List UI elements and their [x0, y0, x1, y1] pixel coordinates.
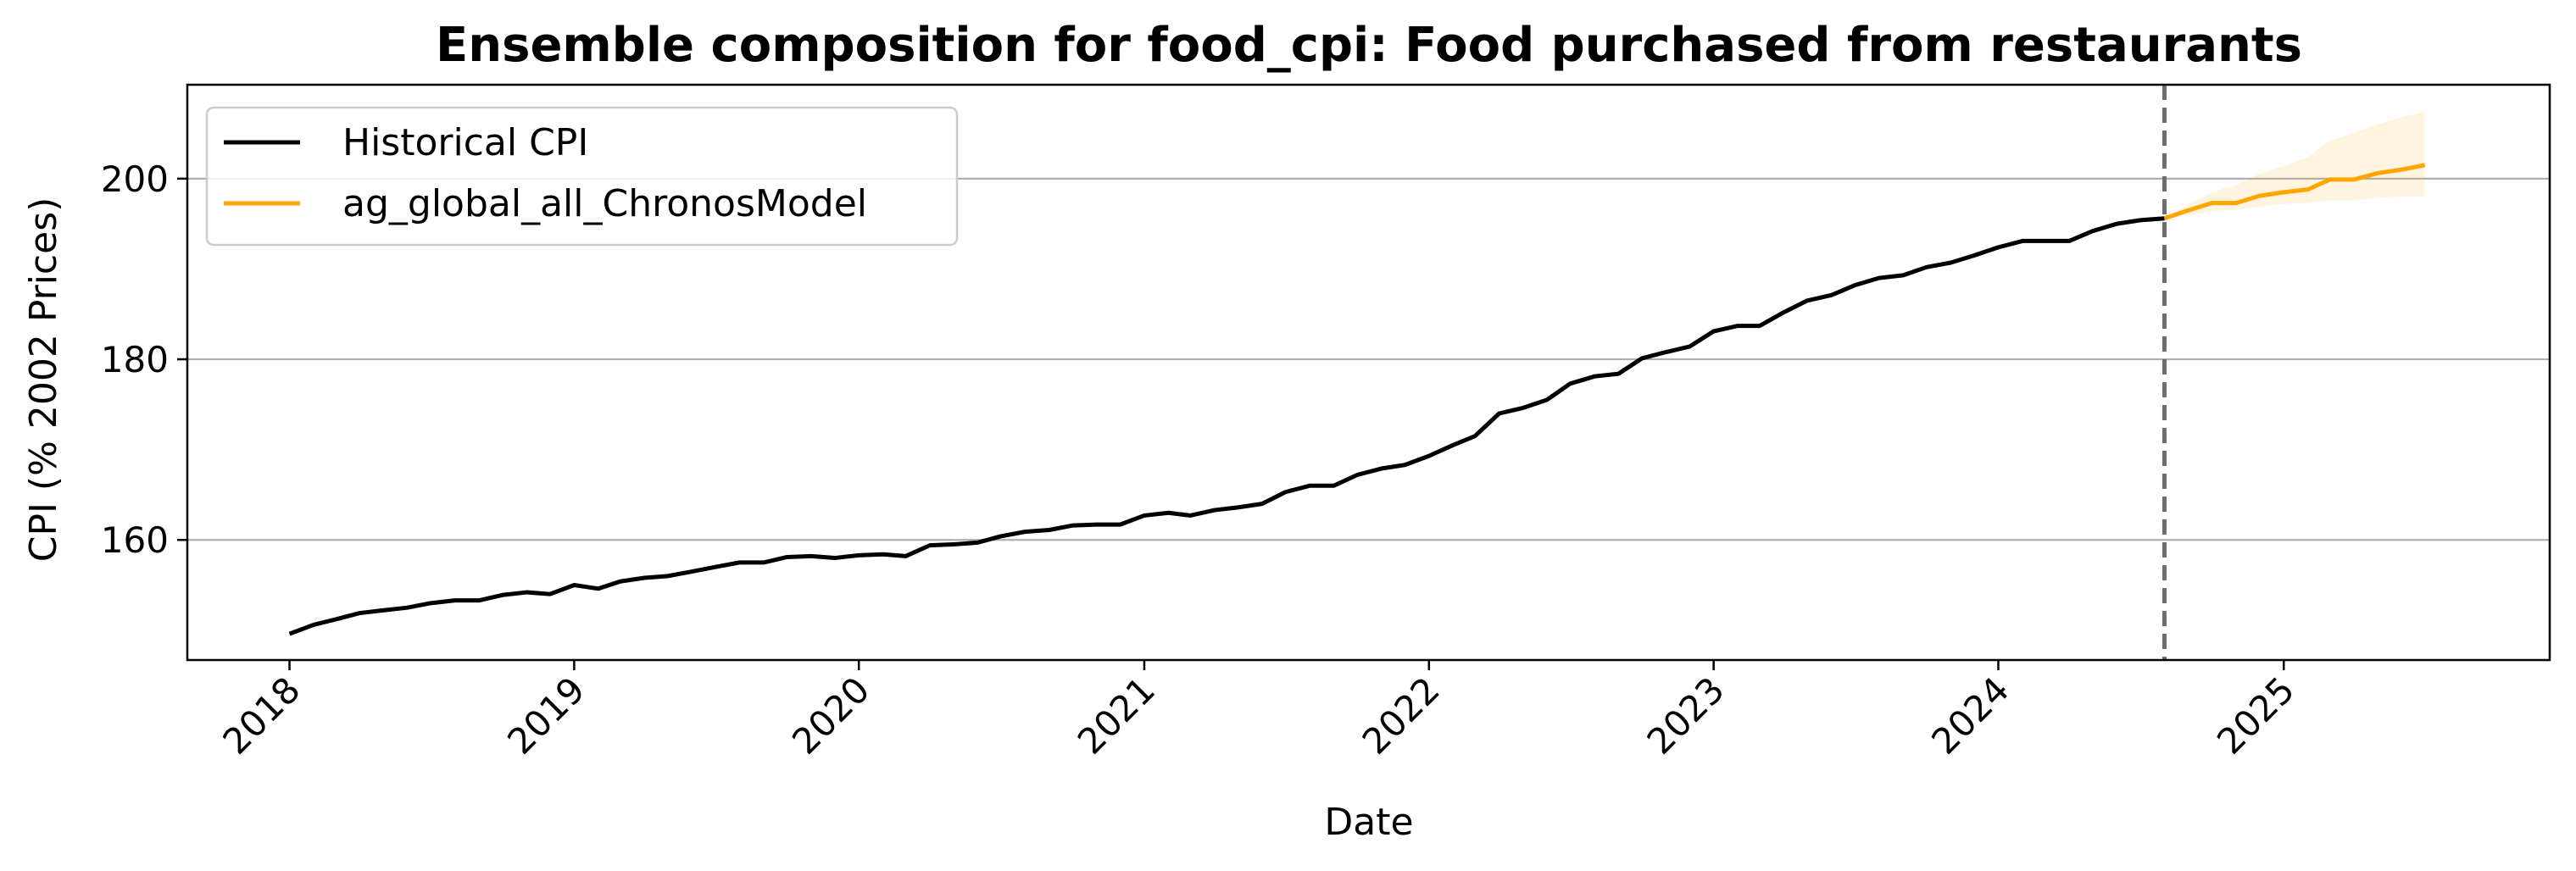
y-axis-label: CPI (% 2002 Prices): [22, 197, 65, 563]
y-axis-ticks: 160 180 200: [101, 158, 187, 561]
legend: Historical CPI ag_global_all_ChronosMode…: [205, 106, 959, 247]
y-tick-label: 160: [101, 519, 169, 561]
legend-label-forecast: ag_global_all_ChronosModel: [342, 182, 867, 225]
legend-box: [205, 106, 959, 247]
series-line-forecast: [2163, 163, 2426, 221]
y-tick-label: 180: [101, 339, 169, 380]
x-axis-label: Date: [1324, 801, 1413, 844]
legend-label-historical: Historical CPI: [342, 121, 588, 164]
series-line-historical: [288, 216, 2165, 636]
forecast-interval-band: [2164, 111, 2425, 219]
chart-title: Ensemble composition for food_cpi: Food …: [436, 18, 2302, 73]
plot-frame: [186, 83, 2551, 662]
y-tick-label: 200: [101, 158, 169, 200]
series-lines: [288, 163, 2426, 636]
forecast-band-group: [2164, 111, 2425, 219]
